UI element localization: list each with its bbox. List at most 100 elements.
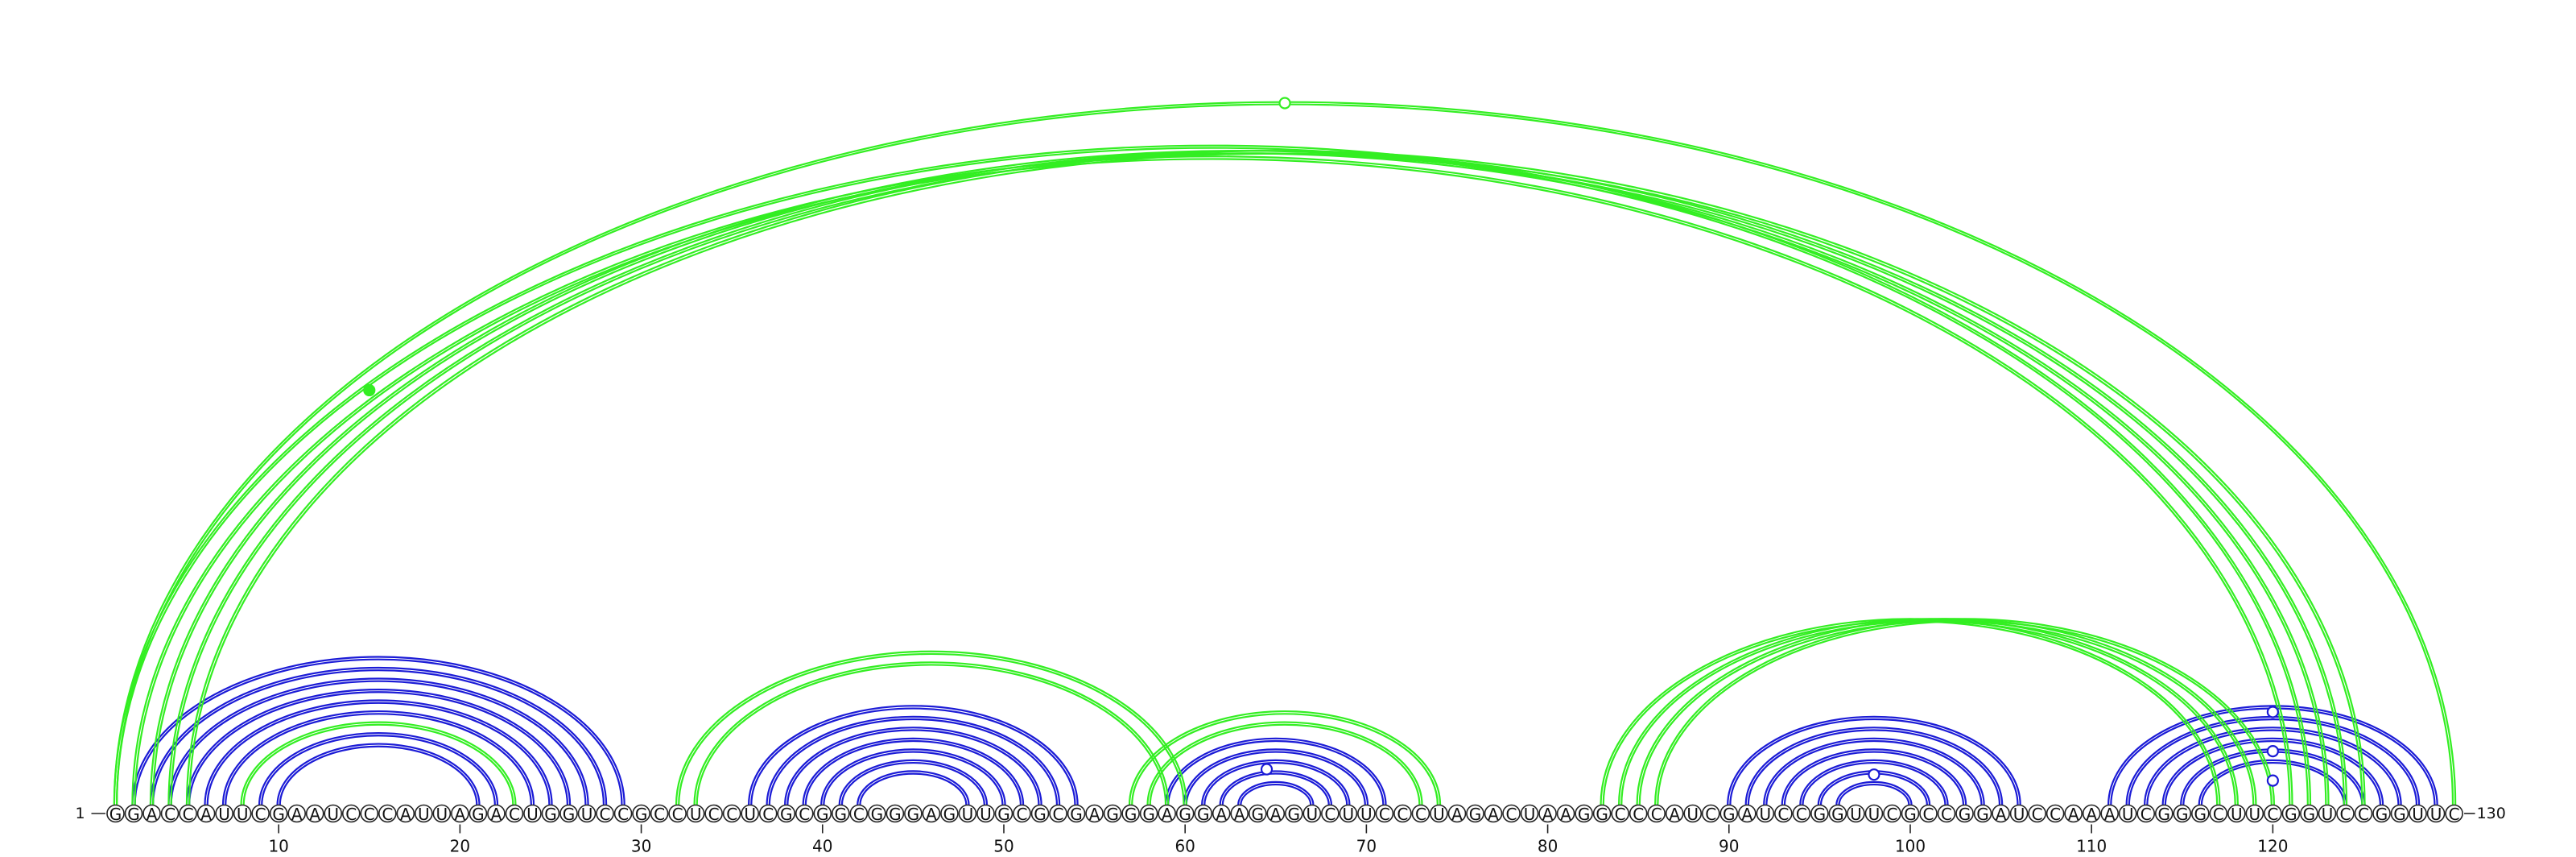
arc-63-67-line2 bbox=[1237, 780, 1315, 805]
nucleotide-letter: C bbox=[1633, 805, 1644, 824]
nucleotide-circle bbox=[2409, 804, 2427, 823]
nucleotide-letter: G bbox=[1252, 805, 1265, 824]
tick-label: 40 bbox=[812, 837, 832, 856]
nucleotide-letter: G bbox=[2303, 805, 2316, 824]
nucleotide: C bbox=[505, 804, 524, 824]
nucleotide-circle bbox=[251, 804, 270, 823]
nucleotide-circle bbox=[1864, 804, 1884, 823]
nucleotide: C bbox=[704, 804, 723, 824]
nucleotide-letter: A bbox=[291, 805, 303, 824]
nucleotide-letter: G bbox=[2285, 805, 2297, 824]
arc-113-127-line2 bbox=[2144, 727, 2402, 805]
nucleotide-circle bbox=[1013, 804, 1031, 823]
nucleotide: G bbox=[541, 804, 560, 824]
nucleotide: A bbox=[487, 804, 506, 824]
nucleotide-circle bbox=[1556, 804, 1575, 823]
arc-33-59-line1 bbox=[696, 664, 1167, 805]
nucleotide-circle bbox=[1339, 804, 1358, 823]
tick-label: 80 bbox=[1538, 837, 1558, 856]
nucleotide: G bbox=[469, 804, 488, 824]
nucleotide-letter: G bbox=[1288, 805, 1301, 824]
nucleotide: A bbox=[2100, 804, 2119, 824]
nucleotide: C bbox=[1701, 804, 1720, 824]
nucleotide-circle bbox=[1665, 804, 1684, 823]
arc-5-26-line1 bbox=[188, 691, 568, 805]
nucleotide-letter: U bbox=[2231, 805, 2243, 824]
nucleotide-letter: A bbox=[491, 805, 502, 824]
nucleotide-letter: C bbox=[617, 805, 629, 824]
nucleotide-circle bbox=[1447, 804, 1467, 823]
arc-markers bbox=[363, 97, 2279, 787]
sequence-end-label: 130 bbox=[2477, 805, 2506, 822]
nucleotide: U bbox=[215, 804, 233, 824]
arc-36-54-line1 bbox=[750, 707, 1076, 805]
nucleotide-circle bbox=[2046, 804, 2065, 823]
nucleotide-circle bbox=[451, 804, 469, 823]
arc-86-120-line2 bbox=[1654, 618, 2276, 805]
arc-63-67-line1 bbox=[1240, 784, 1312, 805]
nucleotide-letter: U bbox=[2322, 805, 2334, 824]
nucleotide: C bbox=[2028, 804, 2046, 824]
nucleotide: C bbox=[650, 804, 669, 824]
nucleotide-circle bbox=[1828, 804, 1847, 823]
nucleotide: A bbox=[305, 804, 324, 824]
arc-85-119-line2 bbox=[1636, 618, 2257, 805]
arc-1-130-line1 bbox=[116, 103, 2454, 805]
arc-85-119-line1 bbox=[1638, 620, 2255, 805]
arc-2-29-line1 bbox=[134, 658, 623, 805]
nucleotide: C bbox=[2445, 804, 2463, 824]
nucleotide-letter: G bbox=[997, 805, 1010, 824]
nucleotide: U bbox=[976, 804, 995, 824]
nucleotide-circle bbox=[1701, 804, 1720, 823]
nucleotide-letter: A bbox=[1451, 805, 1463, 824]
nucleotide-circle bbox=[1502, 804, 1521, 823]
nucleotide-letter: C bbox=[2213, 805, 2224, 824]
arc-111-129-line2 bbox=[2107, 705, 2438, 805]
nucleotide: A bbox=[1085, 804, 1104, 824]
arc-4-124-line2 bbox=[167, 150, 2348, 805]
nucleotide: G bbox=[1828, 804, 1847, 824]
nucleotide-letter: A bbox=[455, 805, 466, 824]
arc-marker bbox=[2266, 706, 2279, 718]
nucleotide-circle bbox=[1175, 804, 1195, 823]
nucleotide-letter: G bbox=[2176, 805, 2189, 824]
arc-90-106-line2 bbox=[1727, 715, 2021, 805]
nucleotide-letter: G bbox=[1596, 805, 1608, 824]
nucleotide-letter: G bbox=[109, 805, 122, 824]
base-pair-arcs bbox=[113, 101, 2457, 805]
nucleotide-circle bbox=[1992, 804, 2010, 823]
nucleotide: G bbox=[1067, 804, 1086, 824]
nucleotide-circle bbox=[432, 804, 452, 823]
nucleotide-letter: G bbox=[1578, 805, 1591, 824]
nucleotide: G bbox=[1103, 804, 1122, 824]
nucleotide: A bbox=[1158, 804, 1176, 824]
nucleotide-circle bbox=[1756, 804, 1775, 823]
arc-1-122-line1 bbox=[116, 147, 2309, 805]
nucleotide-letter: C bbox=[183, 805, 194, 824]
arc-116-124-line2 bbox=[2198, 759, 2348, 805]
nucleotide-circle bbox=[2028, 804, 2046, 823]
nucleotide-circle bbox=[233, 804, 252, 823]
nucleotide-letter: A bbox=[1488, 805, 1499, 824]
nucleotide: C bbox=[596, 804, 614, 824]
nucleotide: C bbox=[1393, 804, 1412, 824]
arc-marker bbox=[1278, 97, 1291, 110]
nucleotide-letter: C bbox=[345, 805, 357, 824]
tick-label: 70 bbox=[1356, 837, 1377, 856]
arc-96-100-line2 bbox=[1835, 780, 1913, 805]
nucleotide: U bbox=[2245, 804, 2264, 824]
nucleotide: G bbox=[269, 804, 288, 824]
nucleotide-circle bbox=[832, 804, 850, 823]
nucleotide: U bbox=[2318, 804, 2337, 824]
nucleotide-circle bbox=[795, 804, 814, 823]
nucleotide: G bbox=[886, 804, 905, 824]
nucleotide-circle bbox=[976, 804, 995, 823]
nucleotide: U bbox=[577, 804, 597, 824]
nucleotide-letter: G bbox=[544, 805, 557, 824]
nucleotide-letter: G bbox=[816, 805, 829, 824]
nucleotide: U bbox=[2426, 804, 2446, 824]
nucleotide-circle bbox=[487, 804, 506, 823]
nucleotide-circle bbox=[813, 804, 832, 823]
nucleotide-circle bbox=[704, 804, 723, 823]
nucleotide-circle bbox=[541, 804, 560, 823]
